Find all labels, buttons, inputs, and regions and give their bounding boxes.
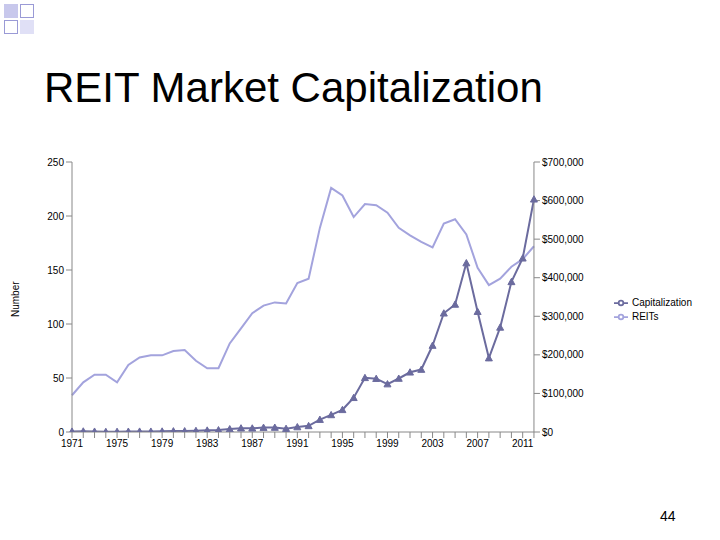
svg-text:1971: 1971 [61,438,84,449]
svg-text:1975: 1975 [106,438,129,449]
svg-text:$500,000: $500,000 [542,234,584,245]
svg-text:150: 150 [47,265,64,276]
svg-text:Number: Number [10,281,21,317]
svg-text:$300,000: $300,000 [542,311,584,322]
svg-text:1983: 1983 [196,438,219,449]
svg-text:100: 100 [47,319,64,330]
svg-text:2011: 2011 [512,438,534,449]
html-text:Capitalization: Capitalization [632,296,692,308]
svg-text:200: 200 [47,211,64,222]
svg-text:2003: 2003 [421,438,444,449]
html-text:REITs: REITs [632,310,659,322]
svg-text:$700,000: $700,000 [542,157,584,168]
svg-text:2007: 2007 [466,438,489,449]
svg-text:1999: 1999 [376,438,399,449]
svg-text:1987: 1987 [241,438,264,449]
svg-text:$400,000: $400,000 [542,272,584,283]
html-text:REIT Market Capitalization: REIT Market Capitalization [44,64,543,111]
svg-text:$200,000: $200,000 [542,349,584,360]
svg-text:50: 50 [53,373,65,384]
svg-text:$0: $0 [542,427,554,438]
svg-text:$600,000: $600,000 [542,195,584,206]
svg-text:0: 0 [58,427,64,438]
svg-text:250: 250 [47,157,64,168]
svg-text:1991: 1991 [286,438,309,449]
html-text:44: 44 [660,508,676,524]
svg-text:1979: 1979 [151,438,174,449]
svg-text:1995: 1995 [331,438,354,449]
svg-text:$100,000: $100,000 [542,388,584,399]
